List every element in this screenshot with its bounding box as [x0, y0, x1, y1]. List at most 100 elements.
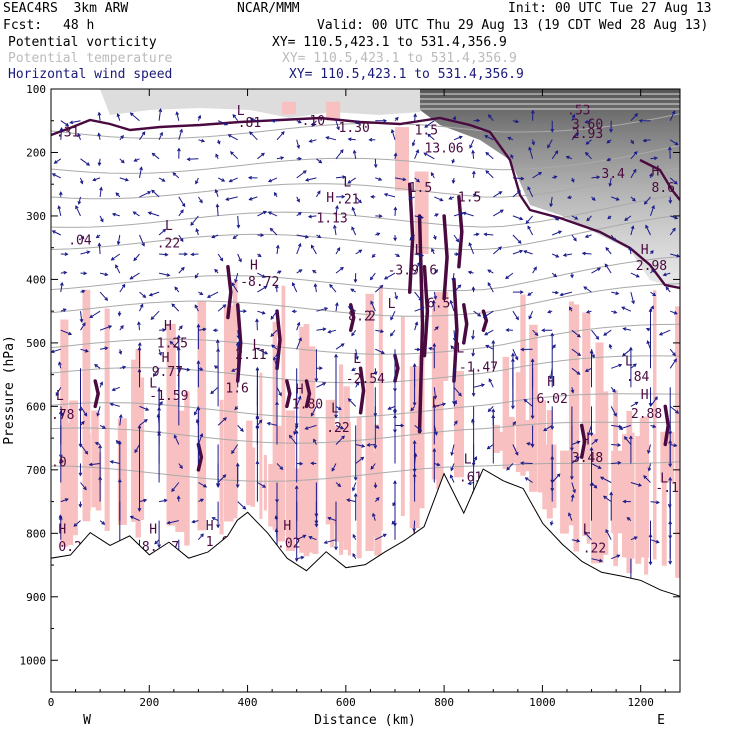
wind-vector [532, 267, 537, 274]
wind-vector-head [294, 558, 299, 562]
wind-vector-head [235, 484, 240, 489]
extremum-label: H [326, 191, 334, 206]
pv-positive-column [369, 452, 378, 536]
wind-vector-head [391, 520, 396, 525]
y-tick-label: 300 [26, 210, 46, 223]
init-time: Init: 00 UTC Tue 27 Aug 13 [508, 1, 712, 16]
wind-vector [232, 114, 239, 122]
wind-vector [603, 495, 612, 503]
wind-vector [311, 120, 317, 127]
wind-vector-head [556, 473, 561, 478]
wind-vector-head [655, 500, 660, 505]
pv-positive-column [502, 356, 510, 469]
wind-vector-head [673, 443, 678, 448]
wind-vector-head [336, 126, 340, 131]
wind-vector [324, 539, 337, 544]
wind-vector-head [77, 132, 81, 137]
wind-vector-head [323, 540, 328, 544]
wind-vector-head [257, 253, 262, 258]
model-title: SEAC4RS 3km ARW [3, 1, 129, 16]
y-axis: 100 200 300 400 500 600 700 800 900 1000 [20, 83, 680, 667]
pv-contour [663, 404, 670, 447]
wind-vector-head [267, 211, 272, 215]
wind-vector-head [53, 160, 58, 164]
wind-vector-head [376, 232, 381, 237]
wind-vector [80, 251, 90, 255]
forecast-label: Fcst: [3, 18, 43, 33]
wind-vector [119, 414, 122, 426]
wind-vector [591, 329, 599, 340]
wind-vector-head [568, 512, 572, 517]
extremum-label: H [162, 351, 170, 366]
wind-vector [97, 406, 101, 416]
pv-contour [462, 303, 469, 345]
wind-vector-head [129, 275, 134, 280]
wind-vector [314, 284, 317, 293]
wind-vector [485, 152, 494, 160]
wind-vector-head [255, 415, 260, 420]
wind-vector-head [487, 269, 492, 273]
wind-vector [669, 139, 679, 146]
wind-vector-head [383, 193, 388, 197]
wind-vector-head [186, 157, 191, 162]
wind-vector-head [630, 225, 635, 230]
wind-vector-head [665, 286, 670, 291]
pv-positive-column [400, 316, 405, 516]
wind-vector-head [673, 180, 678, 185]
plot-frame [50, 88, 681, 693]
wind-vector-head [278, 392, 282, 397]
wind-vector-head [158, 351, 162, 356]
wind-vector-head [141, 242, 145, 247]
wind-vector [355, 457, 364, 464]
wind-vector [611, 424, 622, 428]
wind-vector-head [650, 249, 654, 254]
wind-vector-head [453, 399, 457, 404]
pv-positive-column [635, 436, 642, 564]
wind-vector [231, 444, 239, 454]
wind-vector [80, 482, 87, 490]
wind-vector [512, 190, 521, 198]
pv-positive-column [339, 364, 344, 555]
pv-positive-patch [395, 127, 409, 191]
wind-vector [237, 253, 242, 262]
wind-vector [80, 311, 83, 322]
wind-vector [630, 363, 637, 369]
wind-vector-head [412, 402, 417, 407]
pv-positive-column [272, 321, 278, 531]
wind-vector-head [351, 206, 356, 211]
wind-vector-head [434, 431, 438, 436]
wind-vector [153, 368, 160, 377]
wind-vector-head [394, 116, 399, 121]
wind-vector [630, 169, 637, 179]
wind-vector-head [366, 442, 371, 447]
wind-vector [257, 153, 265, 160]
wind-vector [289, 435, 298, 445]
wind-vector-head [505, 328, 510, 332]
wind-vector-head [58, 514, 63, 519]
wind-vector [55, 387, 62, 396]
wind-vector [571, 348, 581, 356]
wind-vector-head [180, 209, 184, 214]
wind-vector [100, 347, 108, 350]
wind-vector [547, 139, 553, 148]
wind-vector-head [333, 224, 337, 229]
extremum-label: L [432, 395, 440, 410]
wind-vector-head [347, 180, 352, 184]
wind-vector [453, 212, 464, 217]
wind-vector-head [634, 113, 638, 117]
extremum-label: 8.2 [348, 310, 371, 325]
wind-vector [523, 399, 533, 407]
wind-vector [117, 113, 121, 121]
wind-vector [611, 196, 619, 201]
wind-vector-head [649, 172, 653, 177]
wind-vector-head [633, 536, 638, 540]
extremum-label: .21 [336, 192, 359, 207]
wind-vector-head [270, 333, 275, 337]
wind-vector [434, 196, 443, 202]
wind-vector-head [603, 332, 608, 336]
wind-vector [433, 387, 436, 399]
extremum-label: 6.5 [427, 296, 450, 311]
wind-vectors [51, 108, 680, 596]
wind-vector-head [176, 495, 181, 500]
wind-vector [99, 272, 108, 276]
